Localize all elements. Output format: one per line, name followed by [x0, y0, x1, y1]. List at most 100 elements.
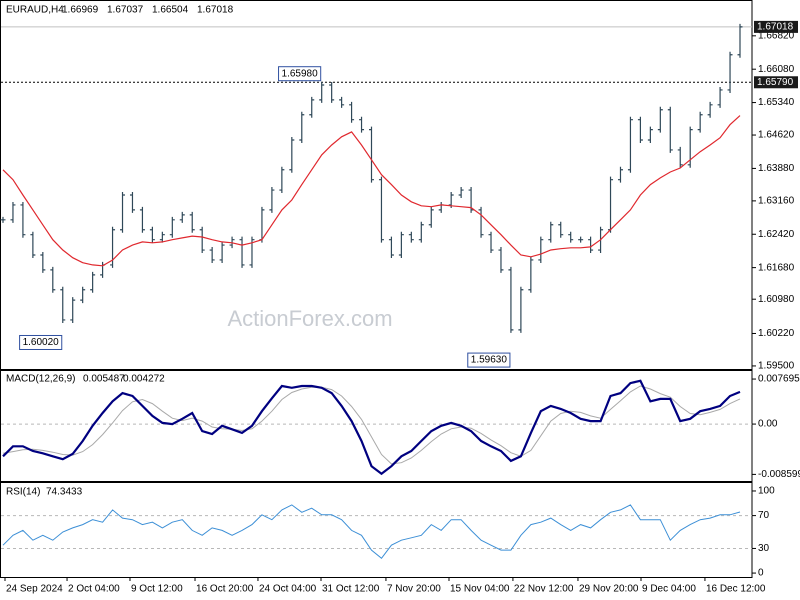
price-bar [369, 126, 374, 183]
annotation-box [19, 334, 63, 350]
price-bar [349, 101, 355, 123]
panel-frame [0, 482, 753, 578]
annotation-label: 1.65980 [282, 68, 319, 79]
price-bar [578, 236, 584, 243]
signal-line [2, 385, 741, 465]
close-value: 1.67018 [197, 5, 234, 16]
price-bar [737, 23, 743, 58]
annotation-label: 1.60020 [23, 337, 60, 348]
y-tick-label: 1.66820 [758, 30, 795, 41]
price-bar [468, 187, 474, 213]
annotation-label: 1.59630 [471, 355, 508, 366]
price-bar [209, 247, 215, 263]
symbol: EURAUD,H4 [6, 5, 64, 16]
x-tick-label: 24 Oct 04:00 [259, 584, 317, 595]
y-tick-label: 1.60980 [758, 294, 795, 305]
y-tick-label: 100 [758, 486, 775, 497]
price-bar [458, 187, 464, 199]
y-tick-label: 70 [758, 510, 770, 521]
price-bar [398, 231, 404, 258]
x-tick-label: 24 Sep 2024 [6, 584, 63, 595]
price-bar [667, 106, 673, 153]
price-bar [508, 266, 514, 333]
price-bar [637, 116, 643, 143]
price-bar [319, 81, 325, 103]
last-price-tag [754, 20, 798, 33]
x-tick-label: 2 Oct 04:00 [68, 584, 120, 595]
macd-label: MACD(12,26,9) [6, 374, 75, 385]
x-tick-label: 15 Nov 04:00 [450, 584, 510, 595]
signal-value: 0.004272 [123, 374, 165, 385]
price-bar [50, 266, 56, 293]
rsi-label: RSI(14) [6, 487, 40, 498]
y-tick-label: 1.63880 [758, 163, 795, 174]
price-bar [30, 231, 36, 258]
low-value: 1.66504 [152, 5, 189, 16]
price-bar [568, 231, 574, 243]
macd-value: 0.005487 [83, 374, 125, 385]
price-bar [179, 211, 185, 223]
panel-frame [0, 0, 753, 370]
price-bar [408, 231, 414, 243]
price-bar [0, 216, 6, 223]
price-bar [558, 221, 564, 238]
macd-line [2, 379, 741, 476]
x-tick-label: 31 Oct 12:00 [322, 584, 380, 595]
y-tick-label: 0 [758, 568, 764, 579]
price-bar [428, 206, 434, 228]
price-bar [548, 221, 554, 243]
price-bar [279, 166, 285, 194]
price-bar [538, 236, 544, 263]
open-value: 1.66969 [62, 5, 99, 16]
y-tick-label: 30 [758, 543, 770, 554]
price-bar [80, 286, 86, 304]
price-bar [498, 247, 504, 273]
y-tick-label: 1.66080 [758, 64, 795, 75]
price-bar [10, 201, 16, 223]
x-tick-label: 29 Nov 20:00 [579, 584, 639, 595]
price-bar [657, 106, 663, 133]
price-bar [617, 166, 623, 183]
rsi-value: 74.3433 [46, 487, 83, 498]
price-bar [129, 192, 135, 213]
price-bar [697, 111, 703, 133]
panel-frame [0, 370, 753, 482]
price-bar [199, 226, 205, 254]
price-bar [647, 126, 653, 143]
price-bar [518, 286, 524, 333]
price-bar [149, 226, 155, 243]
price-bar [289, 137, 295, 173]
last-price-label: 1.67018 [757, 22, 794, 33]
price-bar [110, 226, 116, 268]
price-bar [139, 206, 145, 233]
price-bar [159, 231, 165, 243]
y-tick-label: 0.007695 [758, 374, 800, 385]
price-bar [60, 286, 66, 323]
y-tick-label: 1.63160 [758, 196, 795, 207]
price-bar [20, 201, 26, 238]
level-tag-label: 1.65790 [757, 77, 794, 88]
y-tick-label: 1.62420 [758, 229, 795, 240]
x-tick-label: 9 Dec 04:00 [642, 584, 696, 595]
price-bar [40, 252, 46, 273]
price-bar [120, 192, 126, 233]
price-bar [359, 116, 365, 133]
watermark: ActionForex.com [227, 306, 392, 331]
rsi-line [2, 504, 741, 560]
high-value: 1.67037 [107, 5, 144, 16]
price-bar [249, 236, 255, 268]
y-tick-label: 1.64620 [758, 130, 795, 141]
price-bar [169, 216, 175, 238]
price-bar [70, 297, 76, 323]
price-bar [378, 176, 384, 243]
price-bar [339, 96, 345, 108]
x-tick-label: 9 Oct 12:00 [131, 584, 183, 595]
price-bar [418, 221, 424, 243]
price-bar [388, 236, 394, 258]
moving-average [2, 115, 741, 267]
price-bar [299, 111, 305, 143]
y-tick-label: 1.59500 [758, 361, 795, 372]
x-tick-label: 7 Nov 20:00 [387, 584, 441, 595]
